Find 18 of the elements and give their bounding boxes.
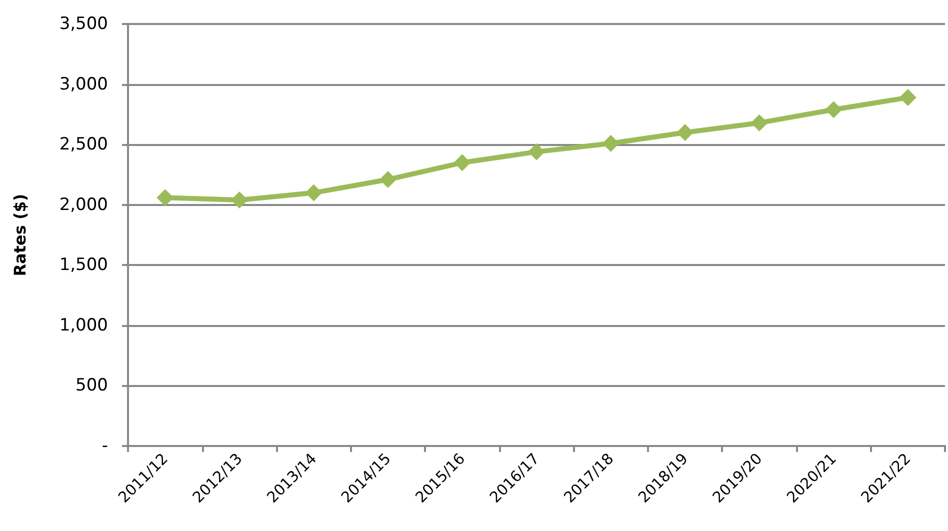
y-tick-label: - bbox=[102, 436, 108, 456]
point bbox=[305, 184, 322, 202]
point bbox=[602, 134, 620, 152]
y-tick-label: 2,000 bbox=[59, 194, 108, 215]
point bbox=[676, 124, 694, 142]
point bbox=[528, 143, 545, 160]
point bbox=[825, 101, 842, 118]
point bbox=[454, 154, 471, 172]
y-tick-label: 1,500 bbox=[59, 255, 108, 276]
y-axis-title: Rates ($) bbox=[10, 194, 30, 276]
y-tick-label: 1,000 bbox=[59, 315, 108, 336]
y-tick-label: 2,500 bbox=[59, 134, 108, 155]
y-tick-label: 3,000 bbox=[59, 74, 108, 94]
y-tick-label: 500 bbox=[76, 376, 108, 396]
y-tick-label: 3,500 bbox=[59, 14, 108, 34]
point bbox=[899, 89, 916, 106]
point bbox=[750, 114, 768, 132]
point bbox=[379, 171, 396, 188]
